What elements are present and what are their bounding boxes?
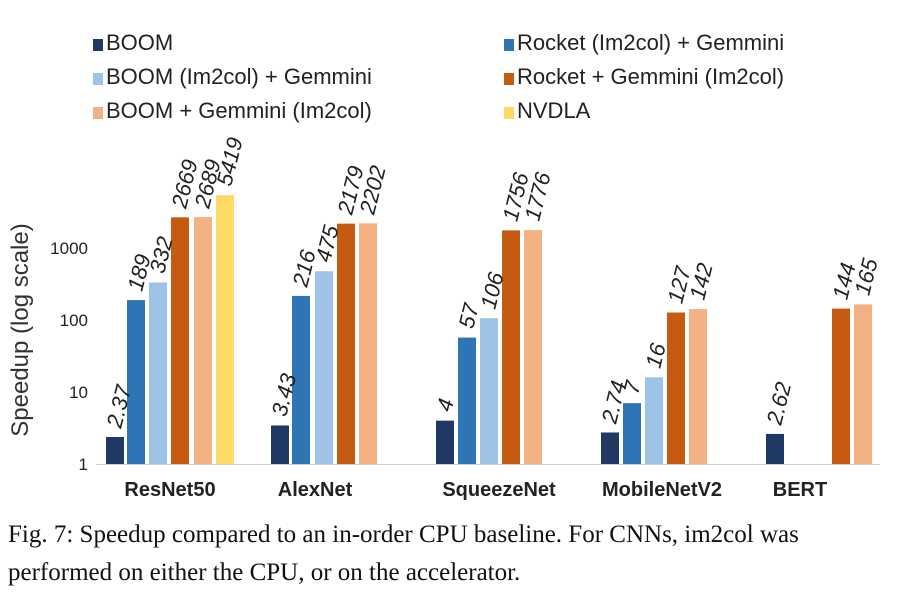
bar bbox=[667, 312, 685, 464]
bar-value-label: 5419 bbox=[212, 135, 248, 189]
legend-label: BOOM (Im2col) + Gemmini bbox=[106, 64, 372, 89]
bar bbox=[359, 223, 377, 464]
bar-value-label: 142 bbox=[685, 261, 718, 303]
legend-label: Rocket (Im2col) + Gemmini bbox=[517, 30, 784, 55]
y-axis-label: Speedup (log scale) bbox=[7, 223, 34, 436]
category-label: MobileNetV2 bbox=[602, 479, 722, 501]
category-labels: ResNet50 AlexNet SqueezeNet MobileNetV2 BERT bbox=[124, 479, 827, 501]
category-label: AlexNet bbox=[278, 479, 353, 501]
bar bbox=[645, 377, 663, 464]
legend-label: NVDLA bbox=[517, 98, 591, 123]
bar bbox=[271, 425, 289, 464]
bar-value-label: 4 bbox=[432, 396, 459, 414]
bar bbox=[766, 433, 784, 464]
bar bbox=[436, 420, 454, 464]
legend-swatch bbox=[93, 73, 103, 85]
bar bbox=[194, 217, 212, 464]
bar-value-label: 165 bbox=[850, 255, 883, 297]
bar bbox=[171, 217, 189, 464]
legend-label: BOOM bbox=[106, 30, 173, 55]
legend-swatch bbox=[504, 107, 514, 119]
bar bbox=[854, 304, 872, 464]
y-tick-label: 100 bbox=[60, 311, 88, 330]
bar bbox=[623, 403, 641, 464]
bar bbox=[106, 437, 124, 464]
bar bbox=[127, 300, 145, 464]
y-tick-label: 10 bbox=[69, 383, 88, 402]
y-axis-ticks: 1 10 100 1000 bbox=[50, 239, 88, 474]
legend: BOOM Rocket (Im2col) + Gemmini BOOM (Im2co… bbox=[93, 30, 784, 123]
bar bbox=[337, 223, 355, 464]
bar bbox=[216, 195, 234, 464]
bars bbox=[106, 195, 872, 464]
bar bbox=[315, 271, 333, 464]
y-tick-label: 1000 bbox=[50, 239, 88, 258]
legend-swatch bbox=[93, 39, 103, 51]
speedup-chart: BOOM Rocket (Im2col) + Gemmini BOOM (Im2co… bbox=[7, 30, 883, 501]
bar bbox=[458, 337, 476, 464]
bar bbox=[601, 432, 619, 464]
bar bbox=[832, 308, 850, 464]
legend-swatch bbox=[504, 39, 514, 51]
legend-label: BOOM + Gemmini (Im2col) bbox=[106, 98, 372, 123]
legend-label: Rocket + Gemmini (Im2col) bbox=[517, 64, 784, 89]
legend-swatch bbox=[93, 107, 103, 119]
category-label: BERT bbox=[773, 479, 827, 501]
bar bbox=[149, 282, 167, 464]
figure-caption: Fig. 7: Speedup compared to an in-order … bbox=[8, 521, 799, 586]
bar-value-label: 16 bbox=[641, 340, 671, 371]
bar bbox=[502, 230, 520, 464]
bar bbox=[292, 295, 310, 464]
bar bbox=[689, 309, 707, 464]
bar bbox=[524, 230, 542, 464]
category-label: ResNet50 bbox=[124, 479, 215, 501]
category-label: SqueezeNet bbox=[442, 479, 556, 501]
bar-value-label: 2.62 bbox=[761, 379, 796, 428]
bar bbox=[480, 318, 498, 464]
legend-swatch bbox=[504, 73, 514, 85]
y-tick-label: 1 bbox=[79, 455, 88, 474]
